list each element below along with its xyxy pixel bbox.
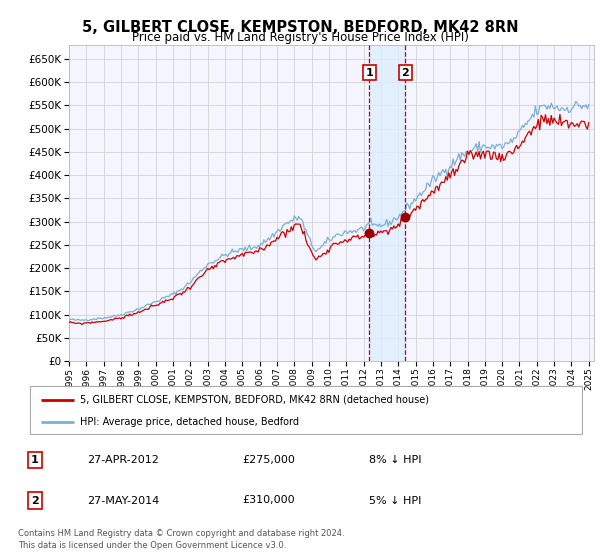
Text: 8% ↓ HPI: 8% ↓ HPI [369, 455, 422, 465]
Text: 2: 2 [31, 496, 39, 506]
Bar [369, 45, 406, 361]
Text: Contains HM Land Registry data © Crown copyright and database right 2024.
This d: Contains HM Land Registry data © Crown c… [18, 529, 344, 550]
Text: 1: 1 [31, 455, 39, 465]
Point [401, 212, 410, 221]
Text: 5% ↓ HPI: 5% ↓ HPI [369, 496, 421, 506]
Text: 1: 1 [365, 68, 373, 78]
Point [364, 229, 374, 238]
Text: 27-MAY-2014: 27-MAY-2014 [87, 496, 159, 506]
Text: Price paid vs. HM Land Registry's House Price Index (HPI): Price paid vs. HM Land Registry's House … [131, 31, 469, 44]
Text: £310,000: £310,000 [242, 496, 295, 506]
Text: 2: 2 [401, 68, 409, 78]
Text: 5, GILBERT CLOSE, KEMPSTON, BEDFORD, MK42 8RN: 5, GILBERT CLOSE, KEMPSTON, BEDFORD, MK4… [82, 20, 518, 35]
Text: 27-APR-2012: 27-APR-2012 [87, 455, 159, 465]
Text: 5, GILBERT CLOSE, KEMPSTON, BEDFORD, MK42 8RN (detached house): 5, GILBERT CLOSE, KEMPSTON, BEDFORD, MK4… [80, 395, 428, 405]
Text: £275,000: £275,000 [242, 455, 295, 465]
FancyBboxPatch shape [30, 386, 582, 434]
Text: HPI: Average price, detached house, Bedford: HPI: Average price, detached house, Bedf… [80, 417, 299, 427]
